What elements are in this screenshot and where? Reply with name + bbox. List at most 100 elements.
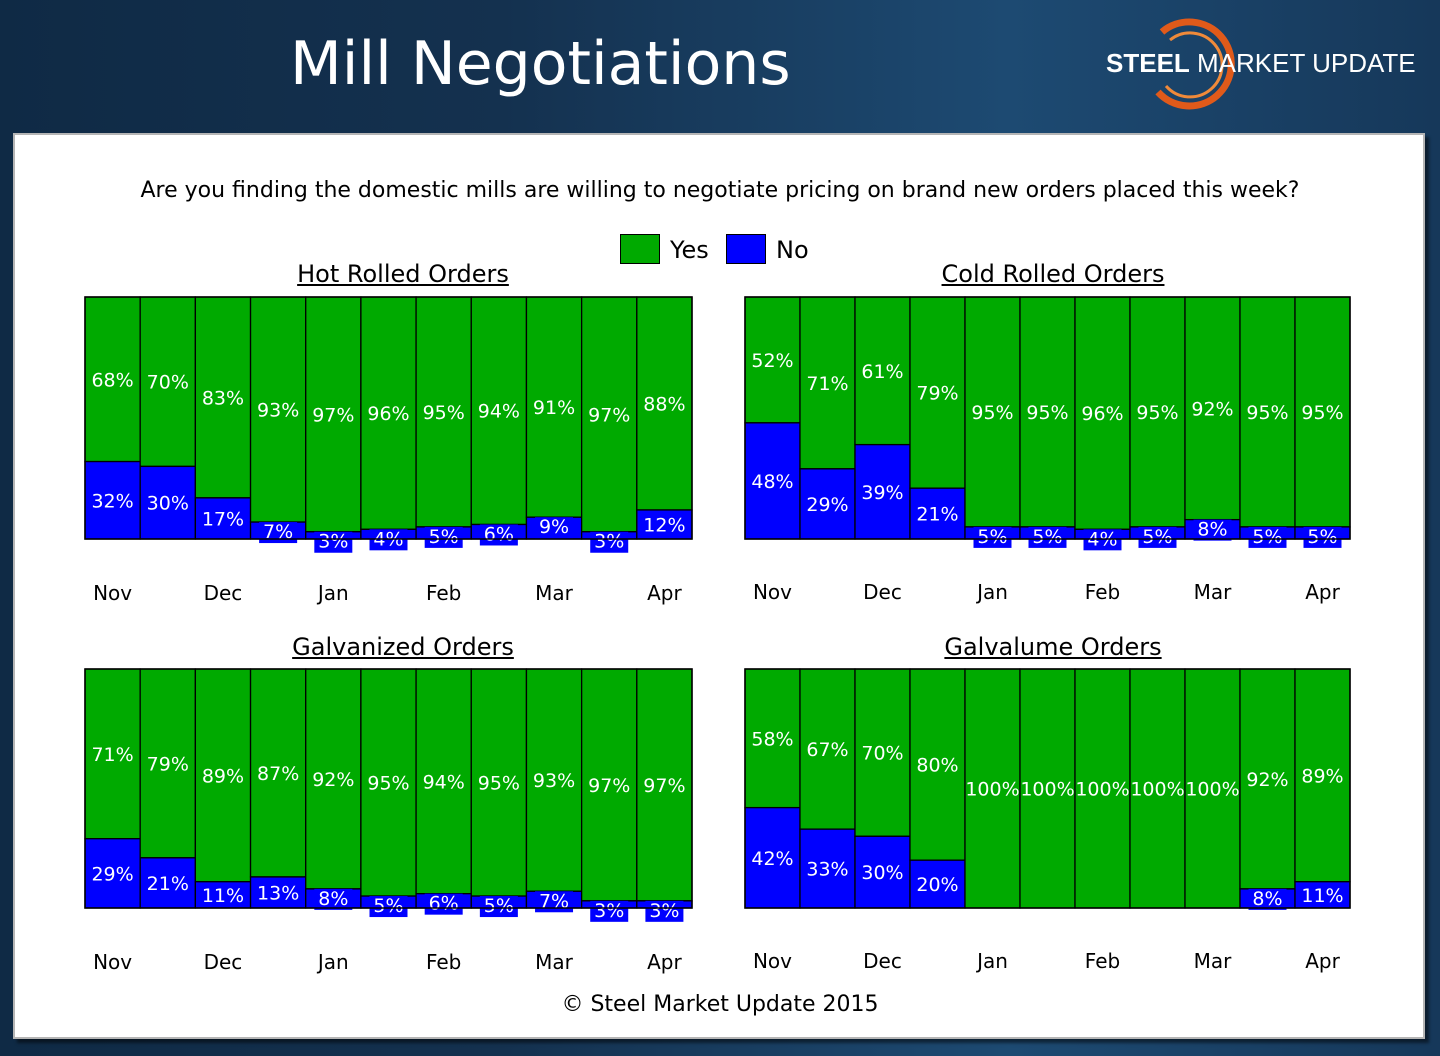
galvalume-tick-1: Dec (863, 949, 902, 973)
hot-rolled-label-yes-2: 83% (202, 387, 244, 409)
galvanized-label-no-0: 29% (91, 863, 133, 885)
cold-rolled-plot-frame (744, 296, 1351, 540)
hot-rolled-label-no-0: 32% (91, 490, 133, 512)
cold-rolled-bar-yes-1 (799, 296, 856, 470)
hot-rolled-plot-frame (84, 296, 693, 540)
hot-rolled-tick-4: Mar (535, 581, 574, 605)
hot-rolled-label-yes-7: 94% (478, 401, 520, 423)
galvalume-label-yes-6: 100% (1075, 779, 1129, 801)
legend-swatch-no (726, 234, 766, 264)
hot-rolled-bar-yes-0 (84, 296, 141, 463)
galvanized-label-yes-8: 93% (533, 770, 575, 792)
galvanized-label-no-10: 3% (649, 900, 679, 922)
cold-rolled-label-yes-2: 61% (861, 361, 903, 383)
hot-rolled-label-no-2: 17% (202, 508, 244, 530)
hot-rolled-tick-5: Apr (647, 581, 682, 605)
galvalume-bar-yes-4 (964, 668, 1021, 909)
survey-question: Are you finding the domestic mills are w… (140, 178, 1300, 203)
galvanized-label-bg-no-7 (479, 896, 518, 918)
cold-rolled-label-no-10: 5% (1307, 526, 1337, 548)
chart-title-hot-rolled: Hot Rolled Orders (297, 260, 509, 288)
galvanized-label-yes-10: 97% (643, 775, 685, 797)
legend-label-yes: Yes (670, 236, 709, 264)
galvanized-label-no-2: 11% (202, 885, 244, 907)
galvalume-label-yes-0: 58% (751, 728, 793, 750)
cold-rolled-label-bg-no-10 (1303, 526, 1342, 548)
galvalume-label-no-0: 42% (751, 848, 793, 870)
hot-rolled-label-yes-1: 70% (147, 372, 189, 394)
hot-rolled-label-bg-no-8 (535, 517, 574, 539)
galvalume-tick-2: Jan (975, 949, 1008, 973)
galvanized-label-yes-1: 79% (147, 753, 189, 775)
cold-rolled-tick-1: Dec (863, 580, 902, 604)
cold-rolled-bar-yes-2 (854, 296, 911, 446)
hot-rolled-label-no-3: 7% (263, 521, 293, 543)
cold-rolled-label-bg-no-5 (1028, 526, 1067, 548)
logo-text-bold: STEEL (1106, 48, 1190, 78)
cold-rolled-label-yes-5: 95% (1026, 402, 1068, 424)
galvanized-label-no-9: 3% (594, 900, 624, 922)
galvalume-bar-no-10 (1294, 881, 1351, 909)
galvalume-bar-yes-1 (799, 668, 856, 830)
galvanized-tick-3: Feb (426, 950, 461, 974)
galvanized-label-no-4: 8% (318, 888, 348, 910)
galvanized-label-yes-6: 94% (423, 771, 465, 793)
cold-rolled-label-no-0: 48% (751, 471, 793, 493)
cold-rolled-tick-5: Apr (1305, 580, 1340, 604)
hot-rolled-bar-no-1 (139, 465, 197, 540)
galvanized-bar-yes-0 (84, 668, 141, 840)
galvalume-bar-yes-9 (1239, 668, 1296, 890)
galvanized-tick-4: Mar (535, 950, 574, 974)
cold-rolled-tick-4: Mar (1194, 580, 1233, 604)
hot-rolled-label-bg-no-5 (369, 529, 408, 551)
galvanized-tick-0: Nov (93, 950, 132, 974)
copyright-notice: © Steel Market Update 2015 (561, 992, 879, 1017)
cold-rolled-label-yes-0: 52% (751, 350, 793, 372)
cold-rolled-label-no-5: 5% (1032, 526, 1062, 548)
galvanized-label-yes-7: 95% (478, 773, 520, 795)
galvanized-label-no-5: 5% (373, 895, 403, 917)
galvanized-label-bg-no-10 (645, 900, 684, 922)
galvalume-bar-no-0 (744, 806, 801, 909)
cold-rolled-label-no-2: 39% (861, 482, 903, 504)
hot-rolled-label-bg-no-9 (590, 531, 629, 553)
cold-rolled-label-bg-no-4 (973, 526, 1012, 548)
galvalume-label-yes-1: 67% (806, 739, 848, 761)
hot-rolled-label-no-9: 3% (594, 531, 624, 553)
chart-title-galvalume: Galvalume Orders (944, 633, 1162, 661)
galvalume-bar-no-2 (854, 835, 911, 909)
cold-rolled-tick-0: Nov (753, 580, 792, 604)
hot-rolled-label-bg-no-7 (479, 524, 518, 546)
galvanized-bar-yes-1 (139, 668, 197, 859)
cold-rolled-label-bg-no-6 (1083, 529, 1122, 551)
cold-rolled-tick-3: Feb (1085, 580, 1120, 604)
hot-rolled-label-yes-8: 91% (533, 397, 575, 419)
cold-rolled-bar-yes-4 (964, 296, 1021, 528)
cold-rolled-bar-no-1 (799, 468, 856, 540)
hot-rolled-label-yes-10: 88% (643, 393, 685, 415)
galvalume-label-no-10: 11% (1301, 885, 1343, 907)
galvalume-label-yes-8: 100% (1185, 779, 1239, 801)
hot-rolled-label-no-6: 5% (429, 526, 459, 548)
page-title: Mill Negotiations (290, 29, 791, 99)
galvanized-label-yes-5: 95% (367, 773, 409, 795)
galvanized-bar-yes-2 (194, 668, 252, 883)
galvanized-label-yes-4: 92% (312, 769, 354, 791)
hot-rolled-label-no-8: 9% (539, 516, 569, 538)
galvanized-label-bg-no-9 (590, 900, 629, 922)
hot-rolled-label-no-1: 30% (147, 493, 189, 515)
galvalume-label-yes-3: 80% (916, 755, 958, 777)
galvanized-bar-yes-7 (470, 668, 528, 897)
galvalume-bar-no-1 (799, 828, 856, 909)
cold-rolled-label-bg-no-9 (1248, 526, 1287, 548)
galvanized-bar-no-2 (194, 881, 252, 909)
hot-rolled-bar-yes-7 (470, 296, 528, 526)
hot-rolled-bar-yes-2 (194, 296, 252, 499)
cold-rolled-label-yes-4: 95% (971, 402, 1013, 424)
galvalume-plot-frame (744, 668, 1351, 909)
galvanized-label-yes-9: 97% (588, 775, 630, 797)
galvanized-label-yes-2: 89% (202, 765, 244, 787)
hot-rolled-label-bg-no-6 (424, 526, 463, 548)
